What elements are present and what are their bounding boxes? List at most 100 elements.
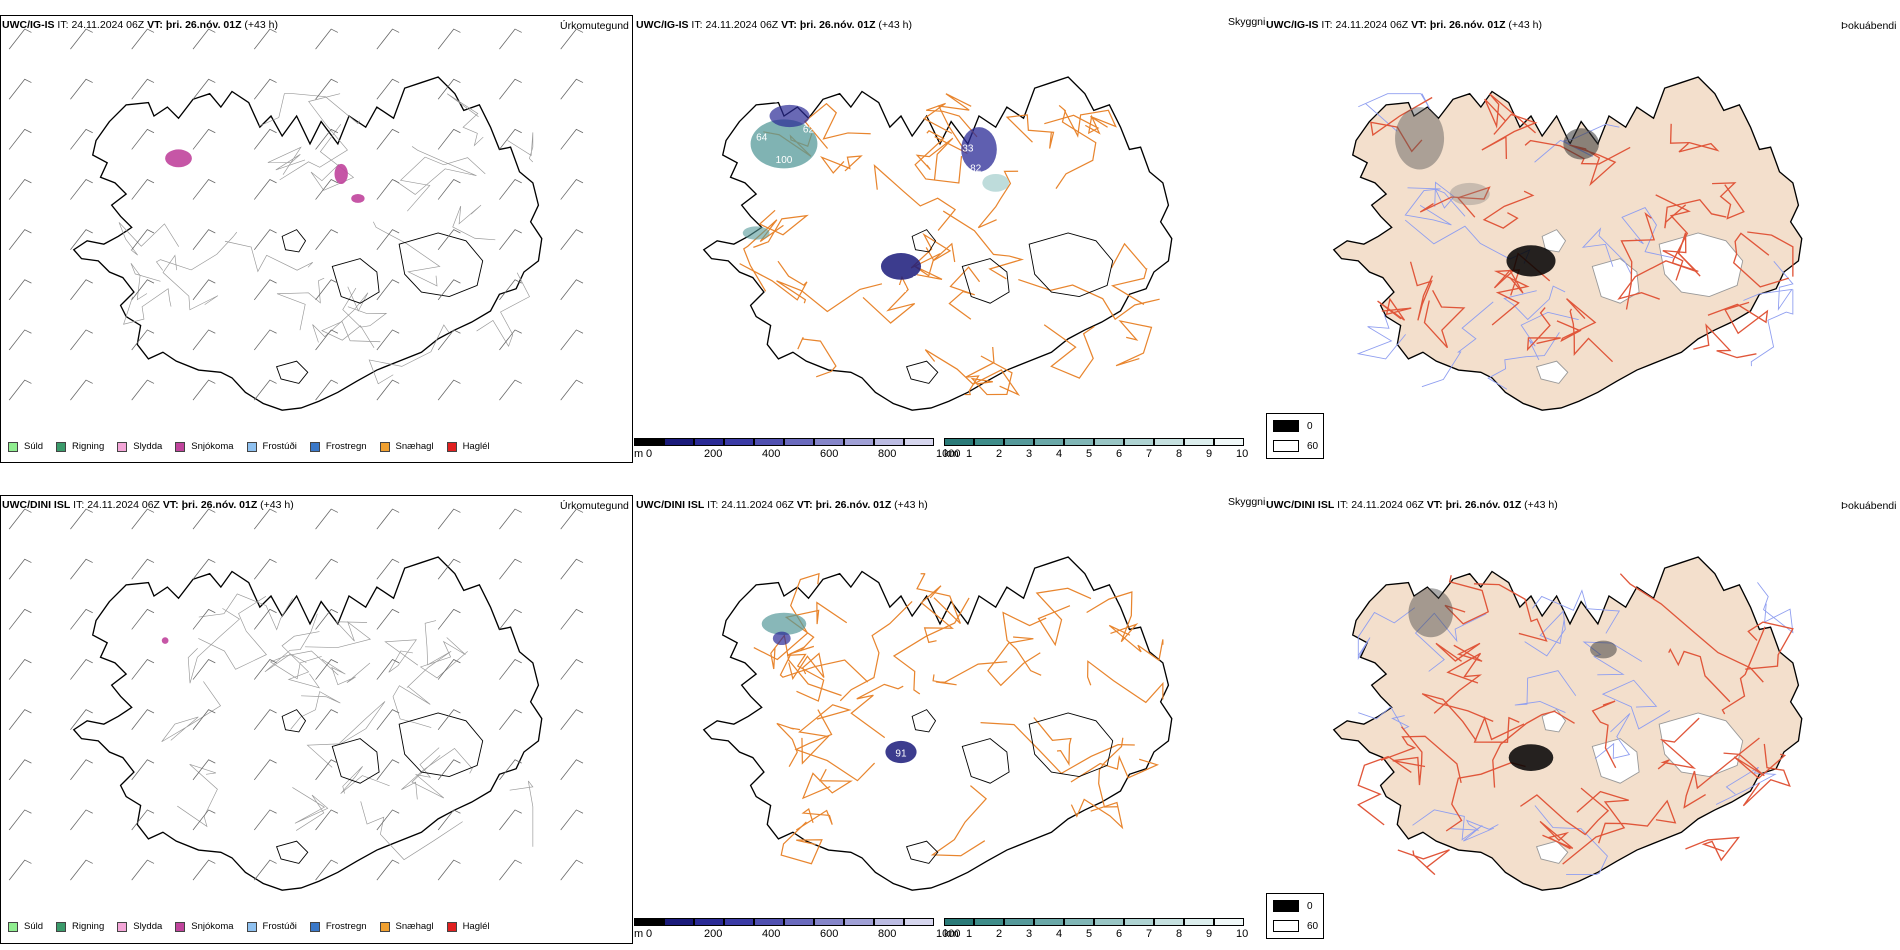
visibility-panel-title: Skyggni <box>1228 16 1266 28</box>
wind-barb <box>437 379 461 401</box>
road-line <box>1747 231 1794 277</box>
wind-barb <box>253 759 277 781</box>
colorbar-segment <box>1124 918 1154 926</box>
lead-time: (+43 h) <box>894 499 928 511</box>
wind-barb <box>437 809 461 831</box>
ceiling-colorbar: m 0 200 400 600 800 1000 <box>634 438 960 464</box>
glacier-outline <box>398 712 484 777</box>
road-line <box>1412 809 1495 842</box>
lead-time: (+43 h) <box>1524 499 1558 511</box>
road-line <box>267 146 306 175</box>
wind-barb <box>376 608 400 630</box>
fog-area <box>1563 128 1599 160</box>
road-line <box>942 210 1025 280</box>
colorbar-segment <box>1124 438 1154 446</box>
road-line <box>411 747 445 799</box>
colorbar-tick: 1 <box>966 448 973 460</box>
valid-time-label: VT: <box>1426 499 1443 511</box>
valid-time: þri. 26.nóv. 01Z <box>815 499 892 511</box>
wind-barb <box>70 809 93 831</box>
fog-low-label: 60 <box>1307 921 1319 932</box>
colorbar-tick: 6 <box>1116 928 1123 940</box>
glacier-outline <box>961 738 1010 784</box>
wind-barb <box>315 859 339 881</box>
road-line <box>1669 123 1720 153</box>
ceiling-value-label: 64 <box>756 133 768 144</box>
road-line <box>1539 820 1574 850</box>
lead-time: (+43 h) <box>260 499 294 511</box>
colorbar-segment <box>1034 438 1064 446</box>
road-line <box>279 93 348 181</box>
colorbar-tick: 5 <box>1086 448 1093 460</box>
low-ceiling-area <box>961 127 997 172</box>
road-line <box>839 601 913 702</box>
road-line <box>1481 113 1538 160</box>
road-line <box>1562 790 1629 865</box>
legend-item: Súld <box>8 441 43 452</box>
low-visibility-area <box>750 119 818 169</box>
fog-high-label: 0 <box>1307 421 1313 432</box>
fog-area <box>1508 744 1554 771</box>
wind-barb <box>437 28 461 50</box>
road-line <box>1732 232 1790 288</box>
road-line <box>1482 190 1535 229</box>
road-line <box>1526 307 1561 352</box>
road-line <box>1450 819 1499 831</box>
legend-item: Haglél <box>446 441 490 452</box>
low-ceiling-area <box>885 740 917 764</box>
road-line <box>1473 715 1525 743</box>
colorbar-tick: 7 <box>1146 448 1153 460</box>
road-line <box>914 242 956 280</box>
precip-panel-title: Úrkomutegund <box>560 20 629 32</box>
colorbar-segment <box>814 438 844 446</box>
road-line <box>1380 735 1462 784</box>
road-line <box>281 631 321 689</box>
colorbar-tick: 4 <box>1056 928 1063 940</box>
colorbar-tick: 3 <box>1026 448 1033 460</box>
road-line <box>1423 289 1466 349</box>
glacier <box>1541 229 1567 253</box>
road-line <box>1683 737 1760 809</box>
road-line <box>820 155 863 174</box>
legend-label: Súld <box>24 921 44 932</box>
road-line <box>1070 798 1124 830</box>
road-line <box>342 287 388 328</box>
wind-barb <box>192 78 216 100</box>
wind-barb <box>315 329 339 351</box>
road-line <box>1002 611 1047 676</box>
wind-barb <box>192 379 216 401</box>
colorbar-tick: 10 <box>1236 448 1249 460</box>
road-line <box>920 585 954 644</box>
fog-area <box>1395 107 1445 170</box>
init-time-label: IT: <box>691 19 703 31</box>
wind-barb <box>560 28 584 50</box>
wind-barb <box>376 859 400 881</box>
ceiling-value-label: 82 <box>970 164 982 175</box>
precip-type-panel <box>0 495 633 944</box>
colorbar-tick: 800 <box>878 448 897 460</box>
valid-time: þri. 26.nóv. 01Z <box>799 19 876 31</box>
wind-barb <box>560 759 584 781</box>
ceiling-value-label: 100 <box>776 155 793 166</box>
road-line <box>1035 587 1092 647</box>
colorbar-tick: 600 <box>820 928 839 940</box>
wind-barb <box>437 229 461 250</box>
road-line <box>797 337 837 378</box>
wind-barb <box>8 128 32 150</box>
glacier-outline <box>905 360 939 384</box>
wind-barb <box>376 279 400 301</box>
road-line <box>155 231 238 271</box>
wind-barb <box>131 809 155 831</box>
road-line <box>1435 642 1483 662</box>
road-line <box>1444 575 1490 625</box>
wind-barb <box>131 659 155 680</box>
colorbar-tick: 8 <box>1176 928 1183 940</box>
wind-barb <box>560 279 584 301</box>
wind-barb <box>560 809 584 831</box>
legend-label: Snæhagl <box>395 441 434 452</box>
low-visibility-area <box>761 612 807 635</box>
model-name: UWC/DINI ISL <box>636 499 705 511</box>
legend-label: Snjókoma <box>191 441 234 452</box>
ceiling-value-label: 43 <box>787 95 799 106</box>
wind-barb <box>192 508 216 530</box>
